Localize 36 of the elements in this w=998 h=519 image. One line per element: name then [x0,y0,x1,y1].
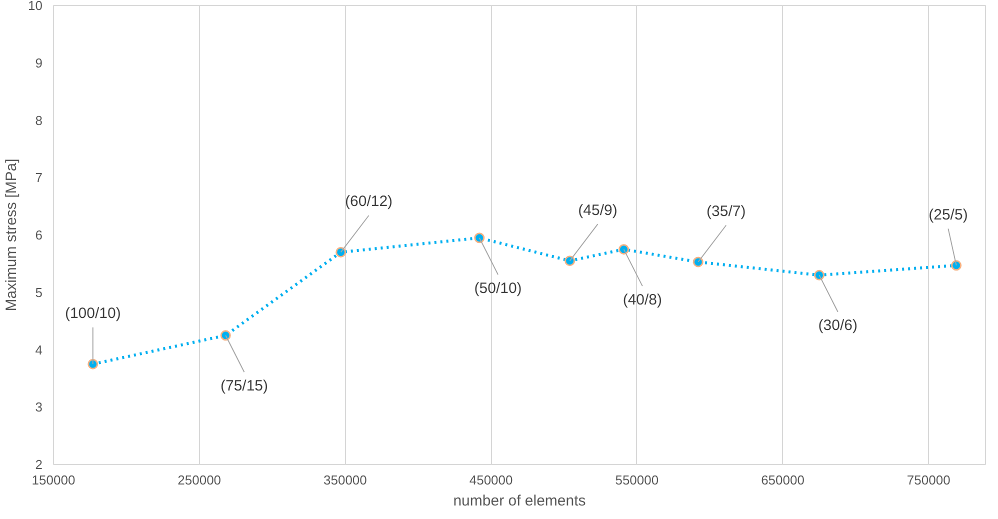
x-axis-title: number of elements [453,492,586,510]
annotation: (60/12) [345,193,393,210]
annotation: (30/6) [818,317,858,334]
annotation: (25/5) [928,206,968,224]
y-tick-label: 10 [28,0,43,13]
annotation: (35/7) [706,202,746,220]
y-tick-label: 2 [35,457,43,472]
x-tick-label: 750000 [906,472,950,488]
x-tick-label: 450000 [469,472,513,488]
annotation: (100/10) [64,305,121,322]
y-tick-label: 7 [35,170,43,186]
point [618,244,630,255]
x-tick-label: 650000 [761,472,804,488]
point [564,256,576,266]
annotation: (75/15) [220,377,268,394]
annotation: (40/8) [622,291,662,308]
x-tick-label: 250000 [178,472,222,488]
annotation: (50/10) [474,280,522,297]
annotation: (45/9) [578,202,618,219]
point [220,330,231,341]
point [474,232,485,244]
x-tick-label: 550000 [615,472,659,488]
point [692,256,704,268]
y-tick-label: 5 [35,284,43,300]
x-tick-label: 150000 [32,472,76,488]
y-axis-title: Maximum stress [MPa] [3,158,20,312]
y-tick-label: 9 [35,55,43,70]
y-tick-label: 8 [35,112,43,128]
y-tick-label: 4 [35,342,43,358]
point [814,270,824,280]
point [88,358,98,370]
y-tick-label: 3 [35,400,43,415]
y-tick-label: 6 [35,228,43,242]
x-tick-label: 350000 [324,472,367,488]
point [336,246,346,258]
point [951,260,962,271]
